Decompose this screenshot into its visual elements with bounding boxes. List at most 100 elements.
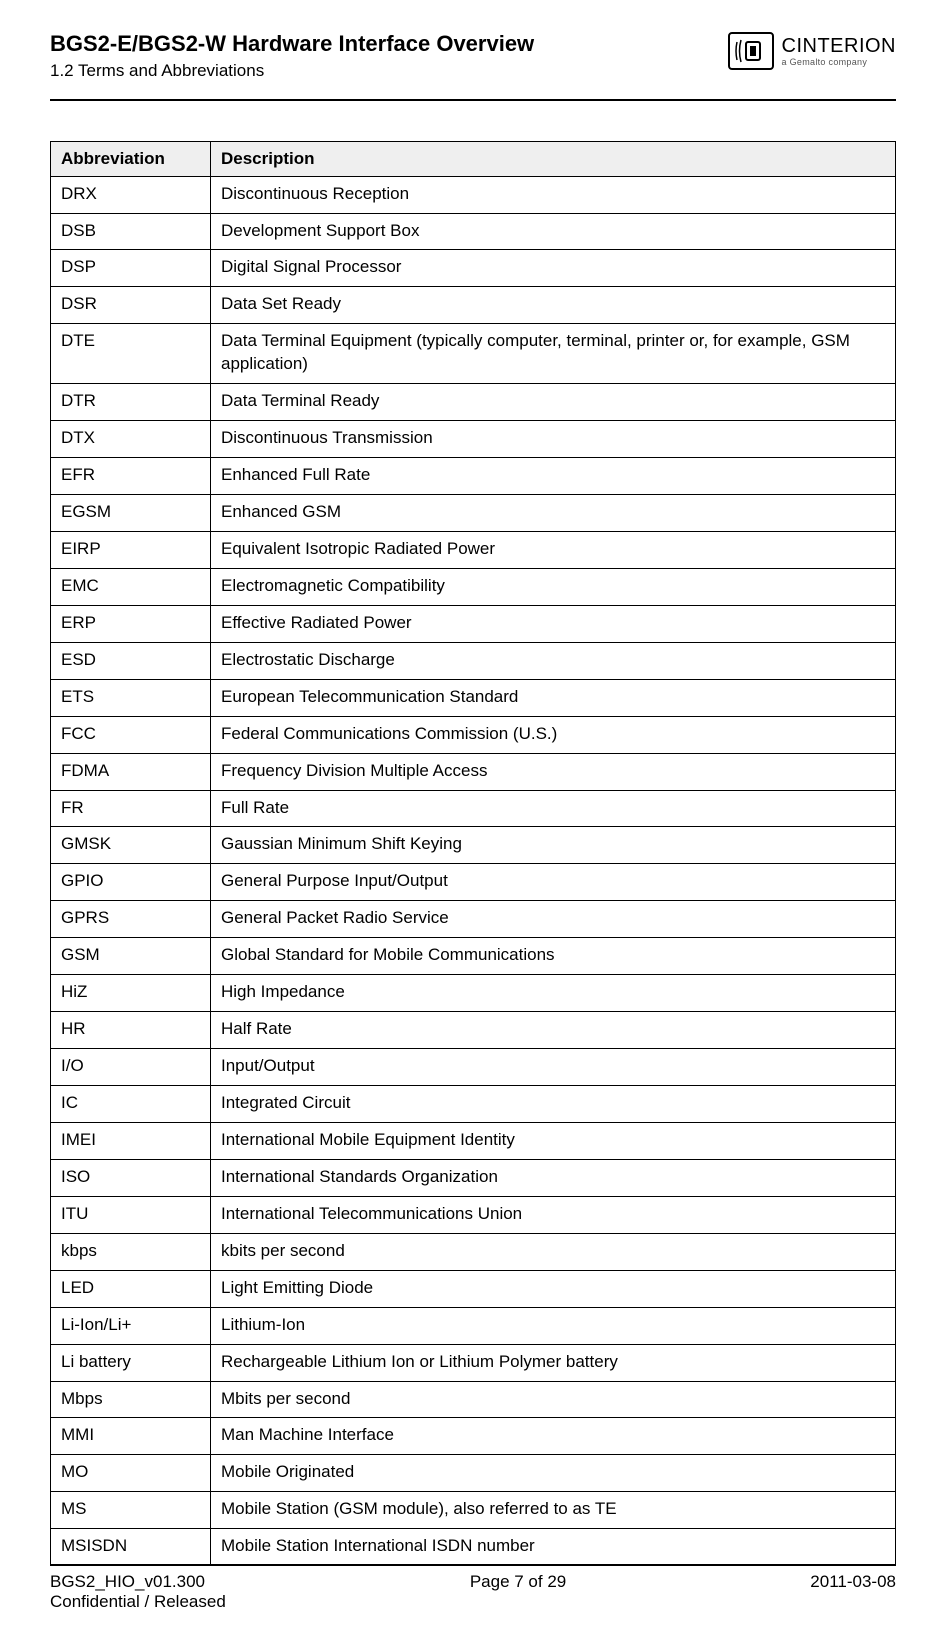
abbreviation-cell: DRX <box>51 176 211 213</box>
table-row: MSISDNMobile Station International ISDN … <box>51 1529 896 1566</box>
description-cell: Mobile Originated <box>211 1455 896 1492</box>
table-header-row: Abbreviation Description <box>51 141 896 176</box>
abbreviation-cell: FCC <box>51 716 211 753</box>
table-row: HiZHigh Impedance <box>51 975 896 1012</box>
table-row: ITUInternational Telecommunications Unio… <box>51 1196 896 1233</box>
abbreviation-cell: ERP <box>51 605 211 642</box>
abbreviation-cell: IC <box>51 1086 211 1123</box>
abbreviation-cell: ITU <box>51 1196 211 1233</box>
table-row: GMSKGaussian Minimum Shift Keying <box>51 827 896 864</box>
table-row: DSRData Set Ready <box>51 287 896 324</box>
description-cell: Effective Radiated Power <box>211 605 896 642</box>
table-row: Li-Ion/Li+Lithium-Ion <box>51 1307 896 1344</box>
description-cell: Frequency Division Multiple Access <box>211 753 896 790</box>
description-cell: European Telecommunication Standard <box>211 679 896 716</box>
abbreviation-cell: DSB <box>51 213 211 250</box>
footer-page-number: Page 7 of 29 <box>470 1572 566 1612</box>
abbreviation-cell: EMC <box>51 568 211 605</box>
description-cell: Development Support Box <box>211 213 896 250</box>
table-row: GPRSGeneral Packet Radio Service <box>51 901 896 938</box>
abbreviation-cell: GMSK <box>51 827 211 864</box>
abbreviation-cell: I/O <box>51 1049 211 1086</box>
description-cell: General Purpose Input/Output <box>211 864 896 901</box>
logo-name: CINTERION <box>782 36 897 56</box>
description-cell: General Packet Radio Service <box>211 901 896 938</box>
table-row: FCCFederal Communications Commission (U.… <box>51 716 896 753</box>
document-title: BGS2-E/BGS2-W Hardware Interface Overvie… <box>50 30 728 59</box>
abbreviation-cell: ETS <box>51 679 211 716</box>
abbreviation-cell: MS <box>51 1492 211 1529</box>
description-cell: Discontinuous Reception <box>211 176 896 213</box>
abbreviation-cell: FR <box>51 790 211 827</box>
table-row: ICIntegrated Circuit <box>51 1086 896 1123</box>
table-row: MbpsMbits per second <box>51 1381 896 1418</box>
logo-icon <box>728 32 774 70</box>
abbreviation-cell: EFR <box>51 458 211 495</box>
description-cell: Half Rate <box>211 1012 896 1049</box>
description-cell: International Standards Organization <box>211 1159 896 1196</box>
abbreviation-cell: ISO <box>51 1159 211 1196</box>
description-cell: Mbits per second <box>211 1381 896 1418</box>
table-row: Li batteryRechargeable Lithium Ion or Li… <box>51 1344 896 1381</box>
description-cell: Global Standard for Mobile Communication… <box>211 938 896 975</box>
abbreviation-cell: GPRS <box>51 901 211 938</box>
description-cell: Federal Communications Commission (U.S.) <box>211 716 896 753</box>
table-row: MSMobile Station (GSM module), also refe… <box>51 1492 896 1529</box>
abbreviation-cell: Li-Ion/Li+ <box>51 1307 211 1344</box>
table-row: DSBDevelopment Support Box <box>51 213 896 250</box>
abbreviation-cell: HiZ <box>51 975 211 1012</box>
description-cell: Digital Signal Processor <box>211 250 896 287</box>
abbreviation-cell: DTE <box>51 324 211 384</box>
table-row: MOMobile Originated <box>51 1455 896 1492</box>
table-row: EGSMEnhanced GSM <box>51 495 896 532</box>
document-subtitle: 1.2 Terms and Abbreviations <box>50 61 728 81</box>
description-cell: International Telecommunications Union <box>211 1196 896 1233</box>
abbreviation-cell: MSISDN <box>51 1529 211 1566</box>
description-cell: Lithium-Ion <box>211 1307 896 1344</box>
footer-left: BGS2_HIO_v01.300 Confidential / Released <box>50 1572 226 1612</box>
abbreviation-cell: DSR <box>51 287 211 324</box>
logo-text-block: CINTERION a Gemalto company <box>782 36 897 67</box>
table-row: EMCElectromagnetic Compatibility <box>51 568 896 605</box>
abbreviation-cell: IMEI <box>51 1122 211 1159</box>
header-text-block: BGS2-E/BGS2-W Hardware Interface Overvie… <box>50 30 728 81</box>
description-cell: Integrated Circuit <box>211 1086 896 1123</box>
footer-doc-version: BGS2_HIO_v01.300 <box>50 1572 226 1592</box>
description-cell: Light Emitting Diode <box>211 1270 896 1307</box>
abbreviation-cell: EIRP <box>51 531 211 568</box>
abbreviation-cell: DTX <box>51 421 211 458</box>
table-row: ERPEffective Radiated Power <box>51 605 896 642</box>
company-logo: CINTERION a Gemalto company <box>728 30 897 70</box>
column-header-description: Description <box>211 141 896 176</box>
footer-confidentiality: Confidential / Released <box>50 1592 226 1612</box>
description-cell: Mobile Station International ISDN number <box>211 1529 896 1566</box>
description-cell: International Mobile Equipment Identity <box>211 1122 896 1159</box>
table-row: EIRPEquivalent Isotropic Radiated Power <box>51 531 896 568</box>
table-row: FDMAFrequency Division Multiple Access <box>51 753 896 790</box>
abbreviations-table: Abbreviation Description DRXDiscontinuou… <box>50 141 896 1567</box>
logo-tagline: a Gemalto company <box>782 58 897 67</box>
description-cell: Data Terminal Ready <box>211 384 896 421</box>
table-row: ESDElectrostatic Discharge <box>51 642 896 679</box>
table-row: MMIMan Machine Interface <box>51 1418 896 1455</box>
abbreviation-cell: Mbps <box>51 1381 211 1418</box>
table-row: DSPDigital Signal Processor <box>51 250 896 287</box>
description-cell: Full Rate <box>211 790 896 827</box>
description-cell: Electromagnetic Compatibility <box>211 568 896 605</box>
abbreviation-cell: MO <box>51 1455 211 1492</box>
abbreviation-cell: MMI <box>51 1418 211 1455</box>
description-cell: High Impedance <box>211 975 896 1012</box>
abbreviation-cell: GSM <box>51 938 211 975</box>
table-row: EFREnhanced Full Rate <box>51 458 896 495</box>
description-cell: Rechargeable Lithium Ion or Lithium Poly… <box>211 1344 896 1381</box>
description-cell: Man Machine Interface <box>211 1418 896 1455</box>
table-row: kbpskbits per second <box>51 1233 896 1270</box>
table-row: HRHalf Rate <box>51 1012 896 1049</box>
footer-date: 2011-03-08 <box>810 1572 896 1612</box>
abbreviation-cell: FDMA <box>51 753 211 790</box>
description-cell: Data Set Ready <box>211 287 896 324</box>
table-row: IMEIInternational Mobile Equipment Ident… <box>51 1122 896 1159</box>
description-cell: Data Terminal Equipment (typically compu… <box>211 324 896 384</box>
table-row: ISOInternational Standards Organization <box>51 1159 896 1196</box>
abbreviation-cell: GPIO <box>51 864 211 901</box>
